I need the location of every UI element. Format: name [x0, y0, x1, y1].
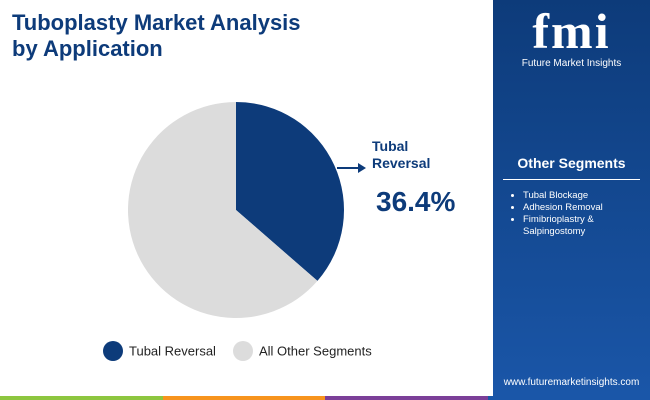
value-label: 36.4%: [376, 186, 456, 217]
sidebar-heading: Other Segments: [503, 155, 640, 180]
legend-label: All Other Segments: [259, 343, 372, 358]
segment-list: Tubal BlockageAdhesion RemovalFimibriopl…: [511, 190, 650, 238]
website: www.futuremarketinsights.com: [503, 377, 640, 388]
legend-swatch: [103, 341, 123, 361]
chart-title: Tuboplasty Market Analysis by Applicatio…: [12, 10, 301, 61]
color-strip: [0, 396, 650, 400]
sidebar: fmi Future Market Insights Other Segment…: [493, 0, 650, 396]
legend-label: Tubal Reversal: [129, 343, 216, 358]
chart: Tubal Reversal All Other Segments: [103, 102, 372, 361]
logo: fmi: [532, 3, 611, 59]
callout-arrow: [358, 163, 366, 173]
segment-item: Adhesion Removal: [523, 202, 650, 214]
segment-item: Fimibrioplastry & Salpingostomy: [523, 214, 650, 238]
callout-label: Tubal Reversal: [372, 138, 431, 171]
pie-slice: [236, 102, 344, 281]
segment-item: Tubal Blockage: [523, 190, 650, 202]
legend-swatch: [233, 341, 253, 361]
pie-slice: [127, 102, 318, 319]
brand: Future Market Insights: [521, 58, 622, 69]
